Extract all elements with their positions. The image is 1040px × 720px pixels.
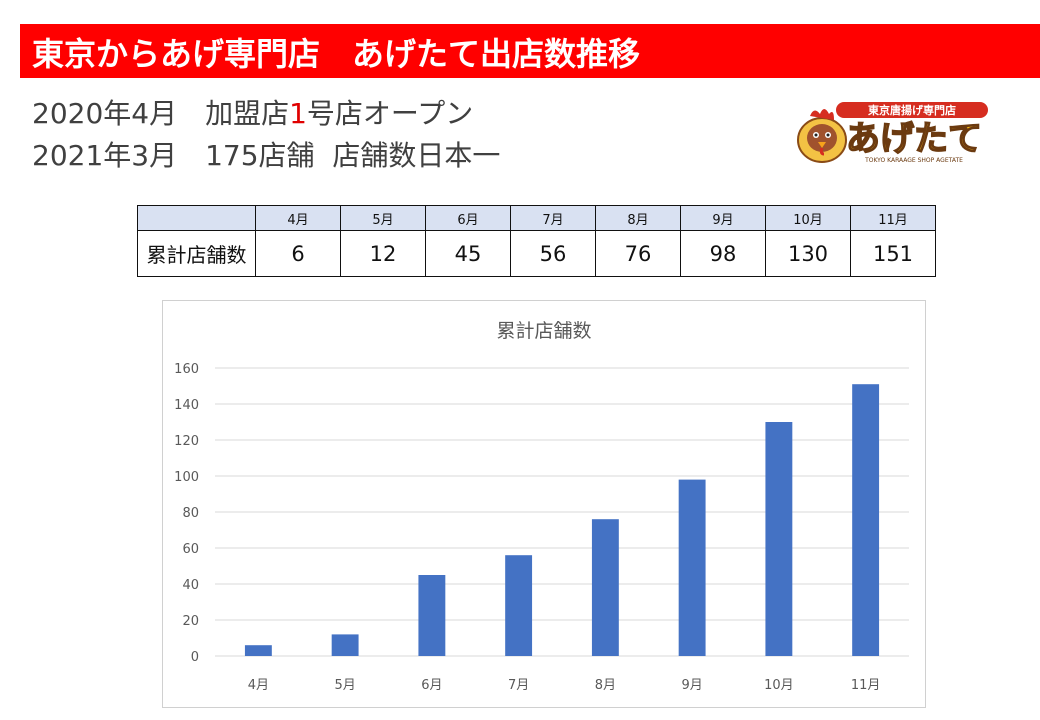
- table-value-cell: 56: [510, 230, 596, 277]
- bar-3: [418, 575, 446, 656]
- logo-top-ribbon: [836, 102, 988, 118]
- chart-canvas: 累計店舗数 0 20 40 60 80 100 120 140 160 4月 5月 6月 7月 8月 9月…: [174, 320, 909, 693]
- table-header-cell: 7月: [510, 205, 596, 231]
- info-line-opening-post: 号店オープン: [306, 97, 474, 130]
- info-line-opening-number: 1: [289, 97, 307, 130]
- table-corner-cell: [137, 205, 256, 231]
- logo-main-text: あげたて: [846, 119, 982, 159]
- table-value-cell: 12: [340, 230, 426, 277]
- store-count-table: 4月 5月 6月 7月 8月 9月 10月 11月 累計店舗数 6 12 45 …: [137, 205, 936, 277]
- table-header-cell: 8月: [595, 205, 681, 231]
- x-tick-label: 4月: [248, 678, 269, 693]
- chart-y-axis: 0 20 40 60 80 100 120 140 160: [174, 362, 199, 665]
- logo-top-text: 東京唐揚げ専門店: [868, 103, 956, 117]
- bar-5: [591, 519, 619, 656]
- bar-7: [765, 422, 793, 656]
- y-tick-label: 0: [191, 650, 199, 665]
- chart-gridlines: [215, 367, 909, 657]
- table-header-cell: 6月: [425, 205, 511, 231]
- x-tick-label: 5月: [334, 678, 355, 693]
- agetate-logo: 東京唐揚げ専門店 あげたて TOKYO KARAAGE SHOP AGETATE: [797, 102, 988, 164]
- bar-8: [852, 384, 880, 656]
- x-tick-label: 10月: [764, 678, 794, 693]
- table-header-cell: 10月: [765, 205, 851, 231]
- info-line-store-count: 2021年3月 175店舗 店舗数日本一: [32, 139, 501, 172]
- y-tick-label: 60: [182, 542, 199, 557]
- table-row-label: 累計店舗数: [137, 230, 256, 277]
- y-tick-label: 100: [174, 470, 199, 485]
- logo-sub-text: TOKYO KARAAGE SHOP AGETATE: [864, 157, 963, 164]
- table-value-cell: 130: [765, 230, 851, 277]
- table-row: 累計店舗数 6 12 45 56 76 98 130 151: [137, 230, 936, 277]
- y-tick-label: 20: [182, 614, 199, 629]
- bar-2: [331, 634, 359, 656]
- table-value-cell: 76: [595, 230, 681, 277]
- x-tick-label: 11月: [851, 678, 881, 693]
- x-tick-label: 7月: [508, 678, 529, 693]
- bar-4: [505, 555, 533, 656]
- banner-title: 東京からあげ専門店 あげたて出店数推移: [32, 35, 641, 73]
- table-header-cell: 4月: [255, 205, 341, 231]
- chart-title: 累計店舗数: [496, 320, 591, 342]
- x-tick-label: 9月: [681, 678, 702, 693]
- y-tick-label: 80: [182, 506, 199, 521]
- table-header-cell: 9月: [680, 205, 766, 231]
- chart-x-axis: 4月 5月 6月 7月 8月 9月 10月 11月: [248, 678, 881, 693]
- table-value-cell: 151: [850, 230, 936, 277]
- bar-1: [244, 645, 272, 656]
- title-banner: 東京からあげ専門店 あげたて出店数推移: [20, 24, 1040, 78]
- table-header-cell: 11月: [850, 205, 936, 231]
- table-value-cell: 45: [425, 230, 511, 277]
- chicken-mascot-icon: [797, 109, 847, 163]
- chart-bars: [244, 384, 880, 656]
- x-tick-label: 8月: [595, 678, 616, 693]
- y-tick-label: 40: [182, 578, 199, 593]
- table-value-cell: 98: [680, 230, 766, 277]
- bar-chart: 累計店舗数 0 20 40 60 80 100 120 140 160 4月 5月 6月 7月 8月 9月…: [162, 300, 926, 708]
- table-header-cell: 5月: [340, 205, 426, 231]
- info-line-opening: 2020年4月 加盟店1号店オープン: [32, 92, 473, 132]
- info-line-opening-pre: 2020年4月 加盟店: [32, 97, 290, 130]
- y-tick-label: 160: [174, 362, 199, 377]
- y-tick-label: 120: [174, 434, 199, 449]
- table-value-cell: 6: [255, 230, 341, 277]
- x-tick-label: 6月: [421, 678, 442, 693]
- table-header-row: 4月 5月 6月 7月 8月 9月 10月 11月: [137, 205, 936, 231]
- y-tick-label: 140: [174, 398, 199, 413]
- bar-6: [678, 479, 706, 656]
